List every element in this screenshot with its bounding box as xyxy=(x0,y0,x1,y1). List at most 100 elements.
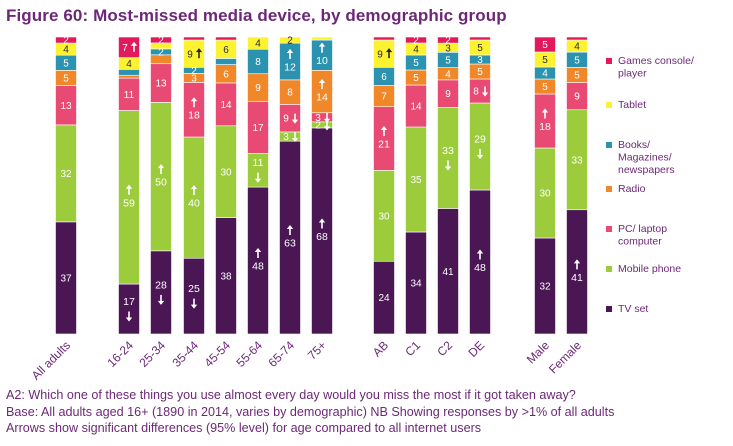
value-label-mobile-phone-ab: 30 xyxy=(378,211,390,222)
legend-label-mobile-phone: Mobile phone xyxy=(618,263,681,275)
value-label-mobile-phone-female: 33 xyxy=(571,155,583,166)
x-label-25-34: 25-34 xyxy=(137,338,169,370)
bar-tv-set-25-34 xyxy=(150,250,172,335)
x-label-female: Female xyxy=(546,338,584,376)
value-label-radio-c1: 5 xyxy=(413,73,419,84)
bars-layer xyxy=(55,36,588,335)
value-label-tablet-45-54: 6 xyxy=(223,45,229,56)
value-label-books-magazines-newspapers-65-74: 12 xyxy=(284,61,296,73)
legend-item-pc-laptop-computer: PC/ laptop computer xyxy=(606,223,667,248)
value-label-tablet-c2: 3 xyxy=(445,43,451,54)
value-label-radio-female: 5 xyxy=(574,70,580,81)
value-label-books-magazines-newspapers-35-44: 2 xyxy=(191,66,197,77)
arrow-mobile-phone-65-74 xyxy=(291,132,299,143)
legend-label-radio: Radio xyxy=(618,183,646,195)
value-label-books-magazines-newspapers-male: 4 xyxy=(542,69,548,80)
value-label-radio-all-adults: 5 xyxy=(63,74,69,85)
legend-item-radio: Radio xyxy=(606,183,646,195)
arrow-pc-laptop-computer-male xyxy=(541,108,549,119)
legend-item-tablet: Tablet xyxy=(606,99,646,111)
value-label-radio-45-54: 6 xyxy=(223,69,229,80)
bar-games-console-player-female xyxy=(566,36,588,41)
value-label-tv-set-65-74: 63 xyxy=(284,238,296,250)
bar-books-magazines-newspapers-45-54 xyxy=(215,58,237,65)
arrow-tablet-ab xyxy=(385,48,393,59)
arrow-tablet-35-44 xyxy=(195,48,203,59)
value-label-tablet-all-adults: 4 xyxy=(63,45,69,56)
bar-tablet-55-64 xyxy=(247,36,269,50)
bar-games-console-player-35-44 xyxy=(183,36,205,41)
x-label-all-adults: All adults xyxy=(29,338,73,382)
value-label-mobile-phone-45-54: 30 xyxy=(220,167,232,178)
arrow-tv-set-75 xyxy=(318,218,326,229)
arrow-tv-set-55-64 xyxy=(254,248,262,259)
legend-label-tv-set: TV set xyxy=(618,303,648,315)
value-label-radio-65-74: 8 xyxy=(287,88,293,99)
value-label-books-magazines-newspapers-de: 3 xyxy=(477,55,483,66)
legend-swatch-pc-laptop-computer xyxy=(606,226,612,232)
value-label-mobile-phone-16-24: 59 xyxy=(123,197,135,209)
arrow-books-magazines-newspapers-75 xyxy=(318,42,326,53)
arrow-pc-laptop-computer-65-74 xyxy=(291,113,299,124)
x-label-55-64: 55-64 xyxy=(234,338,266,370)
value-label-tv-set-c2: 41 xyxy=(442,267,454,278)
value-label-games-console-player-male: 5 xyxy=(542,40,548,51)
value-label-mobile-phone-all-adults: 32 xyxy=(60,169,72,180)
value-label-mobile-phone-35-44: 40 xyxy=(188,198,200,210)
x-label-45-54: 45-54 xyxy=(202,338,234,370)
bar-mobile-phone-c2 xyxy=(437,107,459,209)
value-label-radio-55-64: 9 xyxy=(255,83,261,94)
x-label-35-44: 35-44 xyxy=(170,338,202,370)
value-label-pc-laptop-computer-c1: 14 xyxy=(410,102,422,113)
arrow-mobile-phone-c2 xyxy=(444,160,452,171)
value-label-mobile-phone-75: 2 xyxy=(315,120,321,131)
chart-title: Figure 60: Most-missed media device, by … xyxy=(6,6,507,25)
value-label-mobile-phone-c1: 35 xyxy=(410,175,422,186)
arrow-pc-laptop-computer-75 xyxy=(323,112,331,123)
legend-swatch-tv-set xyxy=(606,306,612,312)
value-label-mobile-phone-de: 29 xyxy=(474,134,486,146)
value-label-tv-set-35-44: 25 xyxy=(188,283,200,295)
value-label-books-magazines-newspapers-all-adults: 5 xyxy=(63,58,69,69)
legend-label-pc-laptop-computer: PC/ laptop computer xyxy=(618,223,667,248)
value-label-mobile-phone-male: 30 xyxy=(539,189,551,200)
value-label-books-magazines-newspapers-female: 5 xyxy=(574,55,580,66)
footnote-question: A2: Which one of these things you use al… xyxy=(6,388,576,402)
value-label-radio-c2: 4 xyxy=(445,69,451,80)
value-label-pc-laptop-computer-male: 18 xyxy=(539,121,551,133)
legend-item-games-console-player: Games console/player xyxy=(606,55,694,80)
x-label-65-74: 65-74 xyxy=(266,338,298,370)
value-label-games-console-player-c1: 2 xyxy=(413,36,419,47)
value-label-books-magazines-newspapers-55-64: 8 xyxy=(255,57,261,68)
value-label-tv-set-16-24: 17 xyxy=(123,296,135,308)
bar-games-console-player-male xyxy=(534,36,556,53)
legend-swatch-tablet xyxy=(606,102,612,108)
legend-swatch-mobile-phone xyxy=(606,266,612,272)
value-label-tablet-55-64: 4 xyxy=(255,39,261,50)
legend: Games console/player Tablet Books/Magazine… xyxy=(606,55,694,315)
value-label-games-console-player-all-adults: 2 xyxy=(63,36,69,47)
value-label-radio-de: 5 xyxy=(477,67,483,78)
legend-label-games-console-player: Games console/player xyxy=(618,55,694,80)
value-label-books-magazines-newspapers-c2: 5 xyxy=(445,56,451,67)
value-label-pc-laptop-computer-65-74: 9 xyxy=(283,114,289,125)
value-label-tablet-de: 5 xyxy=(477,43,483,54)
value-label-radio-35-44: 3 xyxy=(191,74,197,85)
arrow-pc-laptop-computer-35-44 xyxy=(190,97,198,108)
bar-games-console-player-de xyxy=(469,36,491,41)
value-label-pc-laptop-computer-75: 3 xyxy=(315,113,321,124)
value-label-tv-set-all-adults: 37 xyxy=(60,274,72,285)
value-label-tv-set-75: 68 xyxy=(316,231,328,243)
value-label-tablet-65-74: 2 xyxy=(287,36,293,47)
footnotes: A2: Which one of these things you use al… xyxy=(6,387,614,437)
value-label-tv-set-25-34: 28 xyxy=(155,279,167,291)
bar-games-console-player-25-34 xyxy=(150,36,172,44)
value-label-pc-laptop-computer-25-34: 13 xyxy=(155,79,167,90)
value-label-pc-laptop-computer-ab: 21 xyxy=(378,139,390,151)
arrow-radio-75 xyxy=(318,79,326,90)
value-label-pc-laptop-computer-35-44: 18 xyxy=(188,110,200,122)
value-labels-layer: 3732135542175911472850132225401832938301… xyxy=(60,36,583,322)
value-label-mobile-phone-55-64: 11 xyxy=(253,157,264,169)
value-label-books-magazines-newspapers-75: 10 xyxy=(316,55,328,67)
